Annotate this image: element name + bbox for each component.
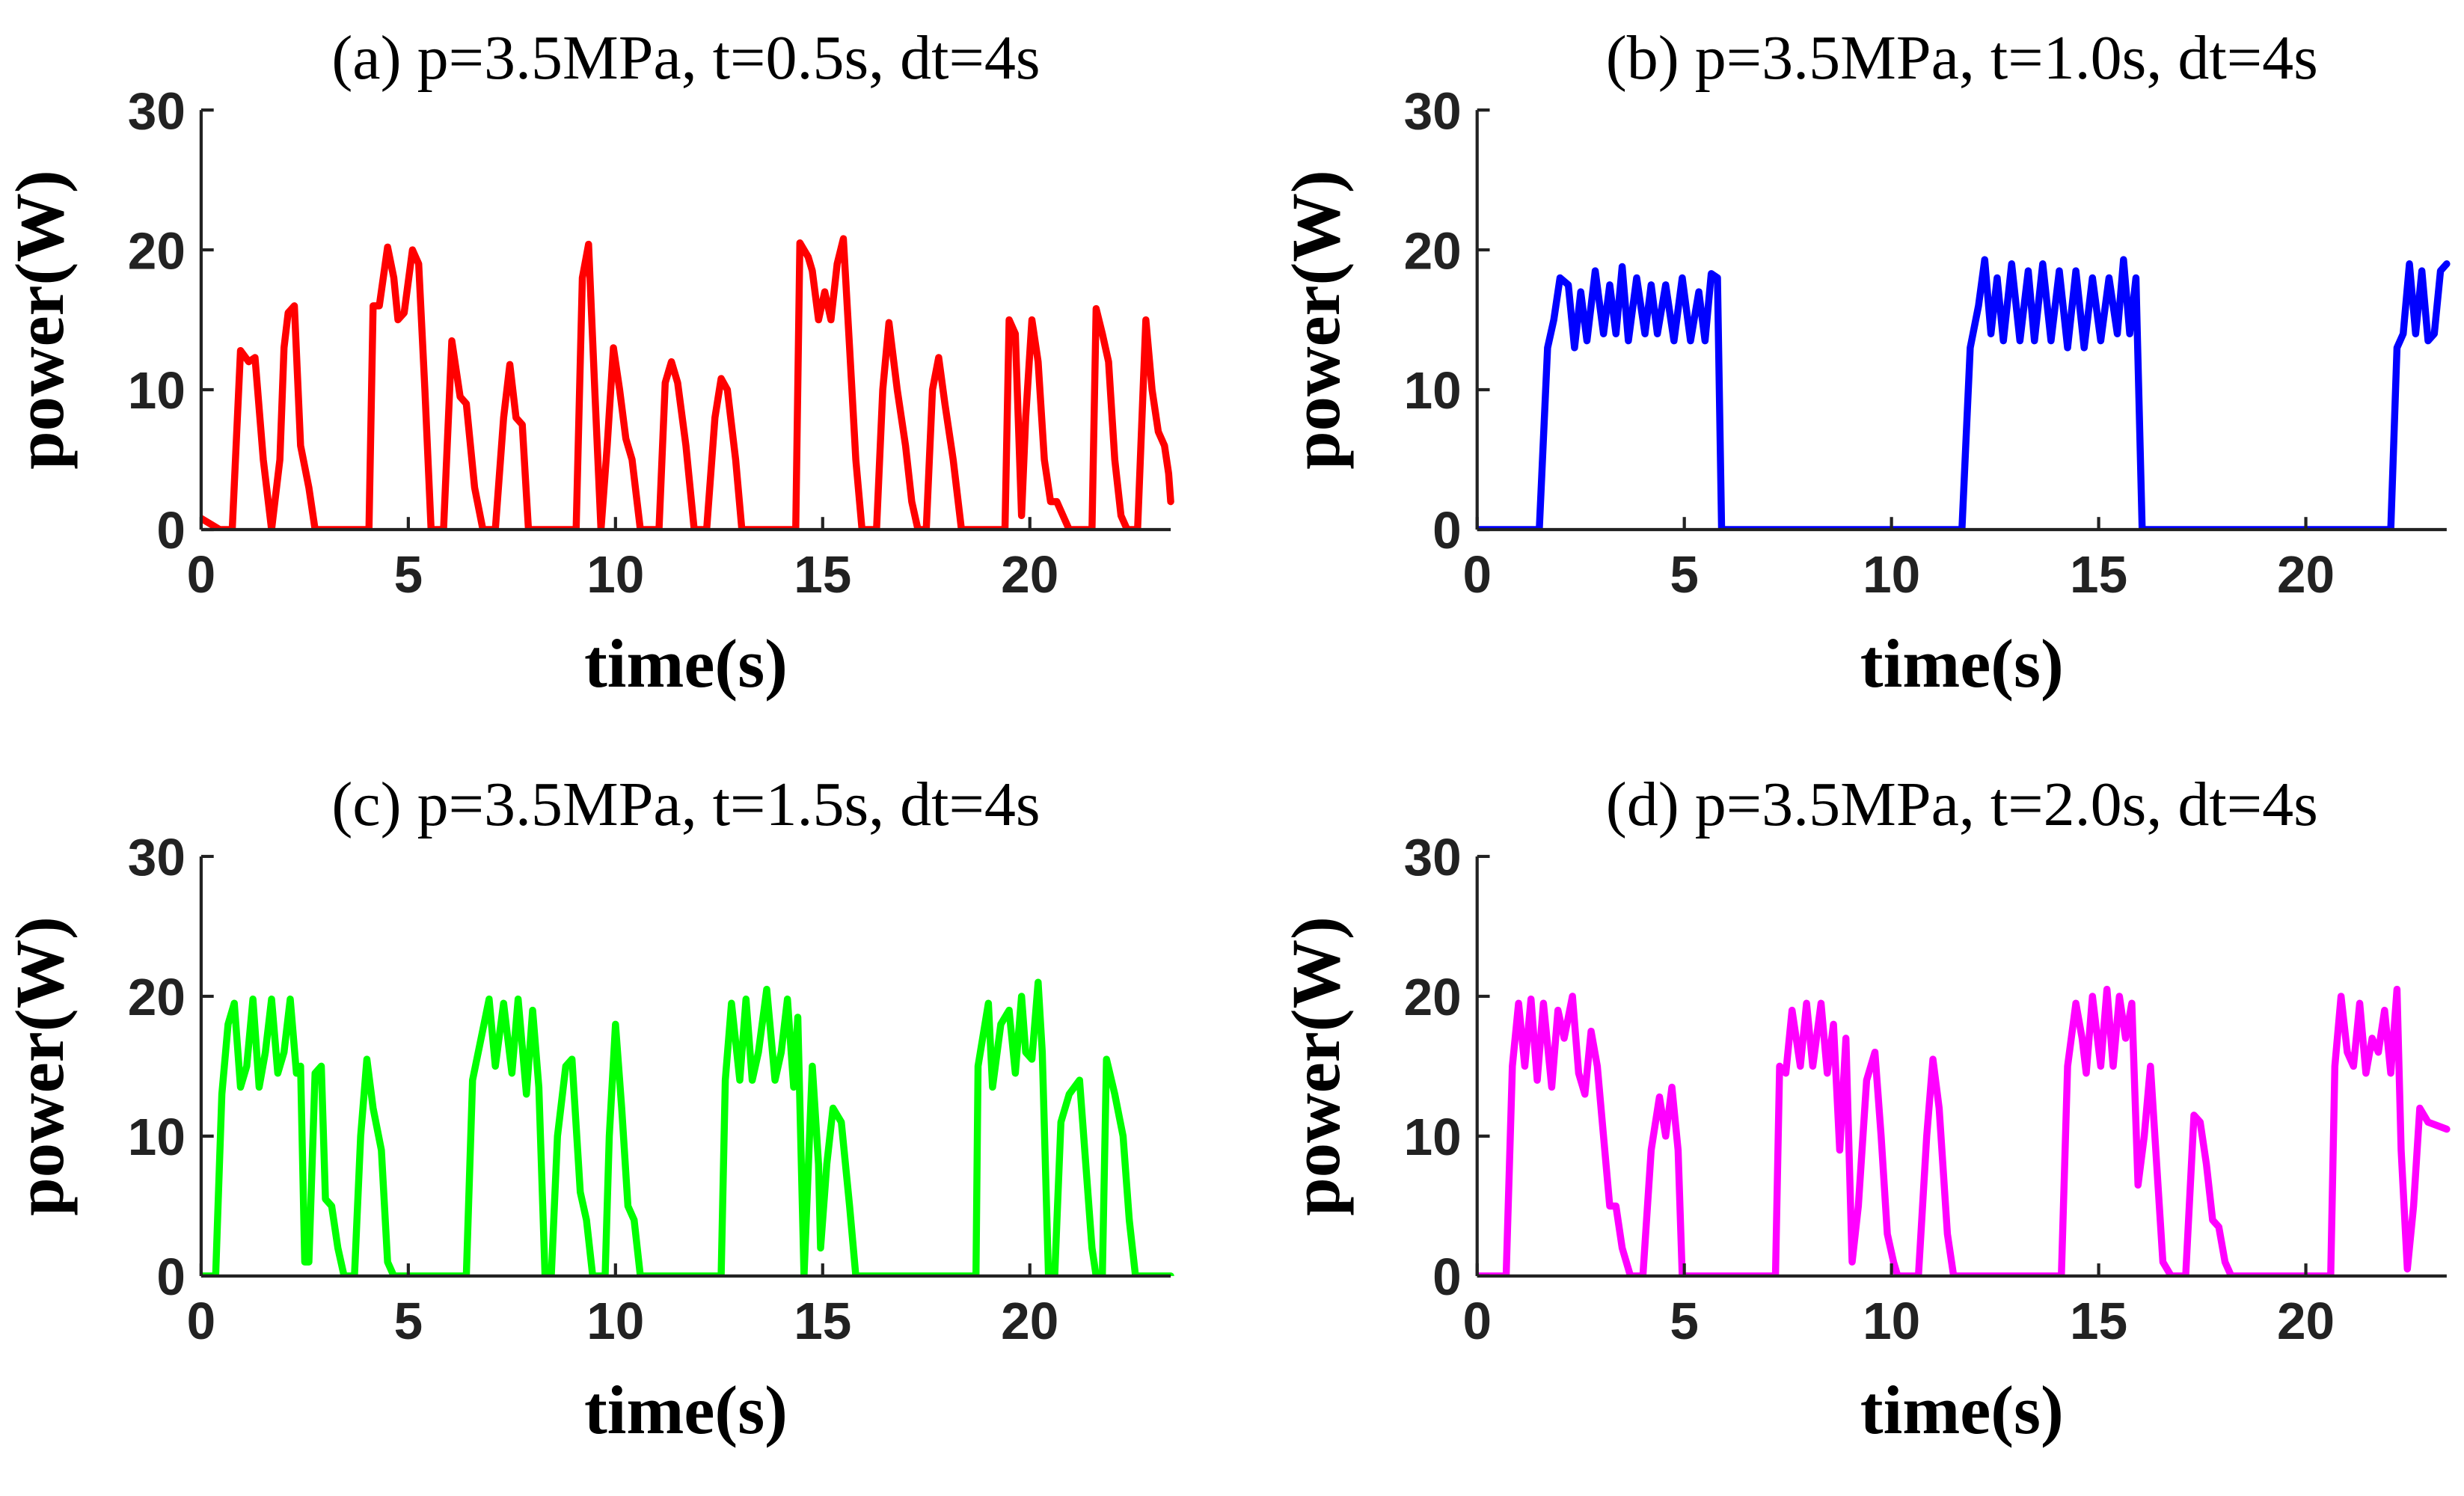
y-tick-label: 10	[128, 361, 186, 420]
x-tick-label: 10	[586, 1292, 644, 1350]
chart-title: (b) p=3.5MPa, t=1.0s, dt=4s	[1606, 23, 2318, 93]
x-tick-label: 5	[1670, 1292, 1699, 1350]
y-axis-label: power(W)	[1278, 916, 1354, 1216]
y-tick-label: 0	[156, 501, 186, 560]
y-axis-label: power(W)	[1278, 170, 1354, 469]
x-tick-label: 20	[1001, 545, 1058, 604]
x-tick-label: 0	[1462, 545, 1492, 604]
y-axis-label: power(W)	[1, 170, 78, 469]
x-axis-label: time(s)	[1860, 1372, 2064, 1448]
chart-title: (a) p=3.5MPa, t=0.5s, dt=4s	[331, 23, 1040, 93]
x-tick-label: 10	[586, 545, 644, 604]
y-tick-label: 20	[1404, 221, 1462, 280]
plot-area	[1477, 256, 2451, 530]
x-tick-label: 10	[1863, 545, 1920, 604]
panel: (d) p=3.5MPa, t=2.0s, dt=4s 0 10 20 30 0 5 10 15…	[1278, 770, 2451, 1448]
y-tick-label: 0	[1432, 501, 1462, 560]
y-axis-label: power(W)	[1, 916, 78, 1216]
x-axis-label: time(s)	[1860, 625, 2064, 702]
y-tick-label: 10	[1404, 1108, 1462, 1166]
data-line	[200, 235, 1174, 530]
x-tick-label: 5	[394, 545, 423, 604]
plot-area	[200, 235, 1174, 530]
plot-area	[1477, 985, 2451, 1276]
panel: (a) p=3.5MPa, t=0.5s, dt=4s 0 10 20 30 0 5 10 15…	[1, 23, 1174, 702]
y-tick-label: 20	[128, 221, 186, 280]
panel: (c) p=3.5MPa, t=1.5s, dt=4s 0 10 20 30 0 5 10 15…	[1, 770, 1174, 1448]
x-tick-label: 15	[794, 1292, 851, 1350]
plot-area	[200, 978, 1174, 1276]
data-line	[200, 978, 1174, 1276]
x-tick-label: 15	[2070, 1292, 2127, 1350]
x-tick-label: 5	[1670, 545, 1699, 604]
panel: (b) p=3.5MPa, t=1.0s, dt=4s 0 10 20 30 0 5 10 15…	[1278, 23, 2451, 702]
x-tick-label: 20	[2277, 1292, 2335, 1350]
y-tick-label: 10	[128, 1108, 186, 1166]
y-tick-label: 0	[156, 1248, 186, 1306]
y-tick-label: 20	[128, 968, 186, 1026]
x-tick-label: 10	[1863, 1292, 1920, 1350]
y-tick-label: 30	[128, 82, 186, 140]
y-tick-label: 20	[1404, 968, 1462, 1026]
x-tick-label: 15	[2070, 545, 2127, 604]
x-axis-label: time(s)	[584, 1372, 788, 1448]
x-tick-label: 0	[187, 545, 216, 604]
x-tick-label: 15	[794, 545, 851, 604]
x-axis-label: time(s)	[584, 625, 788, 702]
x-tick-label: 0	[1462, 1292, 1492, 1350]
x-tick-label: 20	[1001, 1292, 1058, 1350]
x-tick-label: 5	[394, 1292, 423, 1350]
data-line	[1477, 256, 2451, 530]
y-tick-label: 0	[1432, 1248, 1462, 1306]
chart-title: (c) p=3.5MPa, t=1.5s, dt=4s	[331, 770, 1040, 839]
y-tick-label: 30	[128, 828, 186, 886]
x-tick-label: 0	[187, 1292, 216, 1350]
chart-title: (d) p=3.5MPa, t=2.0s, dt=4s	[1606, 770, 2318, 839]
y-tick-label: 30	[1404, 82, 1462, 140]
y-tick-label: 10	[1404, 361, 1462, 420]
data-line	[1477, 985, 2451, 1276]
x-tick-label: 20	[2277, 545, 2335, 604]
y-tick-label: 30	[1404, 828, 1462, 886]
